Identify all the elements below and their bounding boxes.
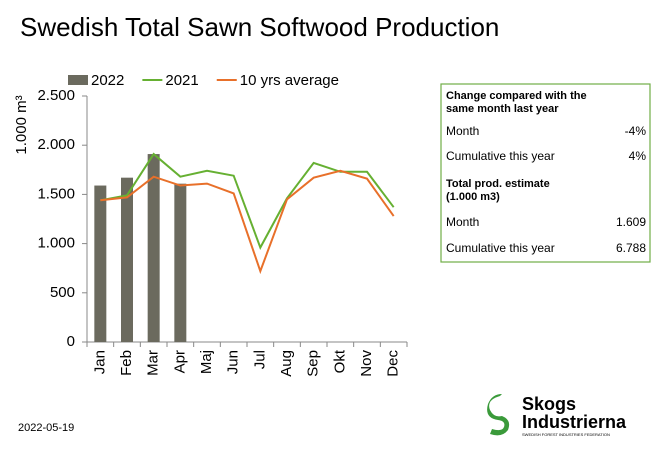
y-tick-label: 1.000 bbox=[37, 235, 75, 252]
line bbox=[100, 169, 395, 275]
x-tick-label: Dec bbox=[385, 350, 402, 377]
legend-label: 2022 bbox=[91, 72, 124, 89]
x-tick-label: Mar bbox=[145, 350, 162, 376]
x-tick-label: Jul bbox=[251, 350, 268, 369]
y-tick-label: 0 bbox=[67, 333, 75, 350]
info-box-text: Change compared with the same month last… bbox=[446, 90, 646, 255]
info-value: 6.788 bbox=[616, 241, 646, 255]
y-tick-label: 500 bbox=[50, 284, 75, 301]
legend-label: 10 yrs average bbox=[240, 72, 339, 89]
y-tick-label: 2.000 bbox=[37, 136, 75, 153]
legend-swatch bbox=[68, 75, 88, 85]
y-axis-label: 1.000 m³ bbox=[13, 95, 30, 154]
info-label: Cumulative this year bbox=[446, 149, 555, 163]
bar bbox=[94, 185, 107, 342]
info-heading: (1.000 m3) bbox=[446, 191, 500, 203]
x-tick-label: Jan bbox=[91, 350, 108, 374]
info-label: Month bbox=[446, 124, 479, 138]
bar bbox=[147, 154, 160, 342]
x-tick-label: Okt bbox=[331, 349, 348, 373]
info-value: -4% bbox=[625, 124, 647, 138]
chart-title: Swedish Total Sawn Softwood Production bbox=[20, 12, 499, 42]
x-tick-label: Sep bbox=[305, 350, 322, 377]
info-heading: same month last year bbox=[446, 103, 559, 115]
y-tick-label: 2.500 bbox=[37, 87, 75, 104]
info-value: 4% bbox=[629, 149, 647, 163]
info-heading: Total prod. estimate bbox=[446, 178, 550, 190]
info-box bbox=[440, 83, 651, 263]
info-label: Cumulative this year bbox=[446, 241, 555, 255]
x-tick-label: Maj bbox=[198, 350, 215, 374]
logo-text: Skogs bbox=[522, 394, 576, 414]
logo-text: Industrierna bbox=[522, 412, 627, 432]
x-tick-label: Nov bbox=[358, 350, 375, 377]
info-label: Month bbox=[446, 215, 479, 229]
bar bbox=[174, 183, 187, 342]
bar bbox=[121, 177, 133, 342]
logo-subtext: SWEDISH FOREST INDUSTRIES FEDERATION bbox=[522, 432, 610, 437]
date: 2022-05-19 bbox=[18, 422, 74, 434]
x-tick-label: Jun bbox=[225, 350, 242, 374]
info-value: 1.609 bbox=[616, 215, 646, 229]
x-tick-label: Apr bbox=[171, 350, 188, 373]
x-tick-label: Aug bbox=[278, 350, 295, 377]
logo-mark bbox=[487, 394, 510, 436]
legend-label: 2021 bbox=[165, 72, 198, 89]
y-tick-label: 1.500 bbox=[37, 185, 75, 202]
info-heading: Change compared with the bbox=[446, 90, 587, 102]
x-tick-label: Feb bbox=[118, 350, 135, 376]
